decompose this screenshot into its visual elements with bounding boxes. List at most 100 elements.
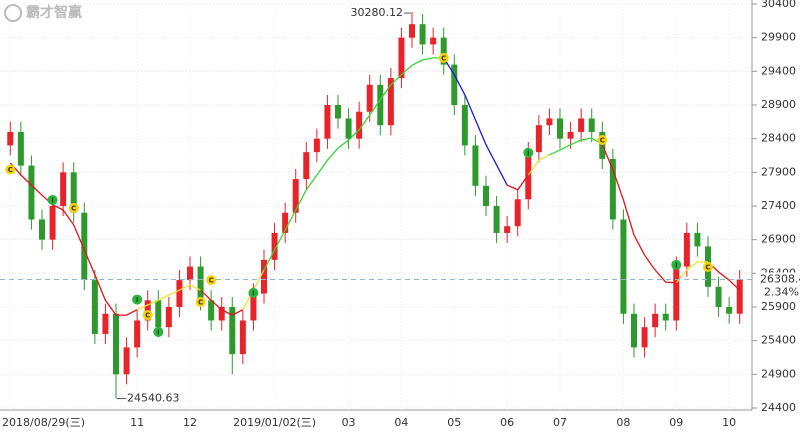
y-tick-label: 26900: [761, 233, 796, 246]
signal-marker: [523, 147, 534, 158]
candle-body: [546, 118, 553, 126]
candle-body: [7, 131, 14, 146]
candle-body: [567, 131, 574, 139]
x-tick-label: 2019/01/02(三): [233, 416, 316, 429]
signal-label: I: [527, 149, 530, 157]
x-tick-label: 05: [447, 416, 461, 429]
last-change-label: 2.34%: [764, 286, 799, 299]
candle-body: [229, 307, 236, 355]
candle-body: [715, 286, 722, 307]
signal-label: C: [441, 54, 446, 62]
y-tick-label: 24400: [761, 401, 796, 414]
candle-body: [535, 125, 542, 153]
signal-label: I: [136, 296, 139, 304]
candle-body: [123, 347, 130, 375]
x-tick-label: 08: [616, 416, 630, 429]
signal-label: I: [51, 196, 54, 204]
candle-body: [387, 78, 394, 126]
candle-body: [726, 307, 733, 314]
y-tick-label: 27900: [761, 165, 796, 178]
candle-body: [493, 206, 500, 233]
signal-marker: [597, 135, 608, 146]
signal-marker: [703, 261, 713, 272]
candle-body: [60, 172, 67, 206]
signal-marker: [132, 294, 143, 305]
signal-label: C: [600, 137, 605, 145]
candle-body: [208, 300, 215, 321]
y-tick-label: 29400: [761, 64, 796, 77]
candle-body: [440, 37, 447, 65]
signal-label: C: [145, 312, 150, 320]
last-price-box: [756, 272, 800, 301]
signal-marker: [248, 287, 259, 298]
candle-body: [578, 118, 585, 132]
candle-body: [176, 280, 183, 307]
signal-marker: [68, 203, 79, 214]
candle-body: [239, 320, 246, 355]
signal-marker: [671, 259, 682, 270]
high-label: 30280.12: [351, 6, 404, 19]
signal-label: C: [71, 205, 76, 213]
moving-average: [443, 57, 508, 186]
candle-body: [313, 138, 320, 153]
candle-body: [557, 118, 563, 139]
candle-body: [250, 293, 257, 321]
candle-body: [282, 212, 289, 233]
signal-marker: [142, 310, 153, 321]
candle-body: [430, 37, 437, 45]
logo-icon: [4, 4, 22, 22]
signal-marker: [206, 275, 217, 286]
candle-body: [218, 307, 225, 321]
candle-body: [366, 84, 373, 112]
candle-body: [102, 313, 109, 334]
logo-title: 霸才智赢: [26, 4, 82, 21]
y-tick-label: 28400: [761, 132, 796, 145]
candle-body: [81, 212, 88, 281]
candle-body: [70, 172, 77, 213]
signal-label: C: [198, 298, 203, 306]
signal-marker: [153, 326, 164, 337]
candle-body: [28, 165, 35, 220]
candle-body: [609, 158, 616, 220]
candle-body: [165, 307, 172, 328]
x-tick-label: 12: [183, 416, 197, 429]
x-tick-label: 03: [342, 416, 356, 429]
y-tick-label: 30400: [761, 0, 796, 10]
x-tick-label: 10: [722, 416, 736, 429]
candle-body: [155, 300, 162, 328]
moving-average: [263, 57, 603, 271]
candle-body: [134, 320, 141, 348]
candle-body: [683, 232, 690, 267]
signal-marker: [195, 296, 206, 307]
x-tick-label: 06: [500, 416, 514, 429]
candle-body: [461, 105, 468, 146]
candle-body: [197, 266, 204, 301]
candle-body: [39, 219, 45, 240]
candle-body: [409, 24, 415, 38]
candle-body: [261, 259, 267, 294]
candle-body: [652, 313, 659, 328]
candle-body: [483, 185, 489, 206]
y-tick-label: 28900: [761, 98, 796, 111]
y-tick-label: 24900: [761, 367, 796, 380]
signal-label: C: [8, 166, 13, 174]
y-tick-label: 25400: [761, 334, 796, 347]
signal-label: I: [157, 328, 160, 336]
candle-body: [662, 313, 669, 321]
candle-body: [514, 199, 521, 227]
candle-body: [631, 313, 637, 348]
x-tick-label: 07: [553, 416, 567, 429]
candle-body: [694, 232, 701, 247]
x-tick-label: 09: [669, 416, 683, 429]
candle-body: [49, 206, 56, 240]
candle-body: [345, 118, 352, 139]
y-tick-label: 25900: [761, 300, 796, 313]
candle-body: [504, 226, 511, 233]
candle-body: [398, 37, 405, 79]
candle-body: [113, 313, 119, 375]
x-tick-label: 11: [130, 416, 144, 429]
y-tick-label: 29900: [761, 31, 796, 44]
candle-body: [620, 219, 627, 314]
last-price-label: 26308.4: [760, 273, 800, 286]
